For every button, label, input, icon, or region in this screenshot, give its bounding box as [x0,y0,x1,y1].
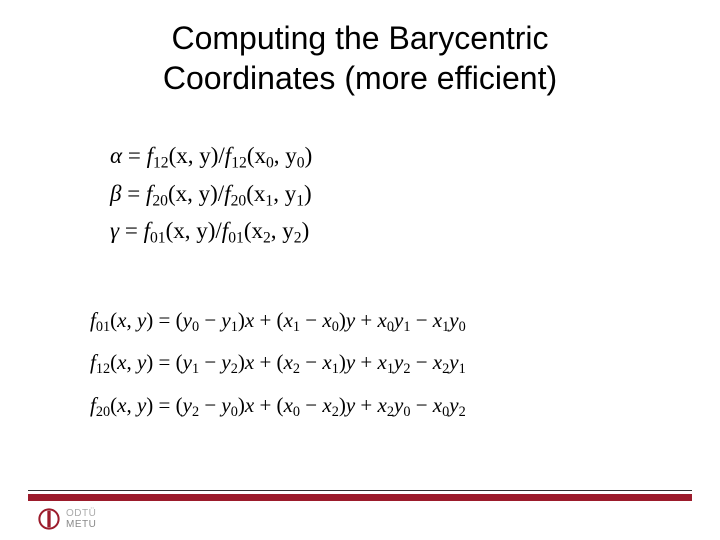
footer-rule-thick [28,494,692,501]
logo-line-1: ODTÜ [66,508,96,519]
title-line-1: Computing the Barycentric [171,20,548,56]
logo-line-2: METU [66,519,96,530]
equation-block-ratios: α = f12(x, y)/f12(x0, y0) β = f20(x, y)/… [110,138,660,251]
eq-alpha: α = f12(x, y)/f12(x0, y0) [110,138,660,176]
equation-block-definitions: f01(x, y) = (y0 − y1)x + (x1 − x0)y + x0… [90,299,660,427]
eq-f20: f20(x, y) = (y2 − y0)x + (x0 − x2)y + x2… [90,384,660,427]
eq-beta: β = f20(x, y)/f20(x1, y1) [110,176,660,214]
slide: Computing the Barycentric Coordinates (m… [0,0,720,540]
title-line-2: Coordinates (more efficient) [163,60,557,96]
footer-logo: ODTÜ METU [38,508,96,530]
slide-content: α = f12(x, y)/f12(x0, y0) β = f20(x, y)/… [0,98,720,426]
eq-f01: f01(x, y) = (y0 − y1)x + (x1 − x0)y + x0… [90,299,660,342]
eq-f12: f12(x, y) = (y1 − y2)x + (x2 − x1)y + x1… [90,341,660,384]
metu-logo-icon [38,508,60,530]
footer-logo-text: ODTÜ METU [66,508,96,530]
footer-rule-thin [28,490,692,491]
eq-gamma: γ = f01(x, y)/f01(x2, y2) [110,213,660,251]
slide-footer: ODTÜ METU [0,490,720,540]
slide-title: Computing the Barycentric Coordinates (m… [0,0,720,98]
